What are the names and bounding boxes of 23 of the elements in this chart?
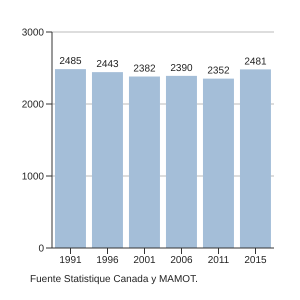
bar <box>166 76 197 248</box>
y-tick-label: 3000 <box>22 28 44 39</box>
x-tick-label: 1991 <box>59 255 82 266</box>
data-label: 2443 <box>96 59 120 70</box>
x-tick-label: 1996 <box>96 255 120 266</box>
bar <box>240 69 271 248</box>
bar <box>202 78 234 248</box>
x-tick-label: 2001 <box>133 255 156 266</box>
data-label: 2481 <box>244 56 268 68</box>
source-note: Fuente Statistique Canada y MAMOT. <box>30 274 199 285</box>
data-label: 2485 <box>59 56 82 68</box>
bar <box>54 69 86 248</box>
y-tick-label: 2000 <box>22 100 44 111</box>
bar <box>92 72 123 248</box>
x-tick-label: 2006 <box>170 255 194 266</box>
y-tick-label: 1000 <box>22 172 44 183</box>
x-tick-label: 2015 <box>244 255 268 266</box>
data-label: 2382 <box>133 63 156 74</box>
x-tick-label: 2011 <box>208 255 230 266</box>
data-label: 2390 <box>170 62 194 74</box>
data-label: 2352 <box>207 66 230 77</box>
bar <box>128 76 160 248</box>
y-tick-label: 0 <box>38 244 44 255</box>
